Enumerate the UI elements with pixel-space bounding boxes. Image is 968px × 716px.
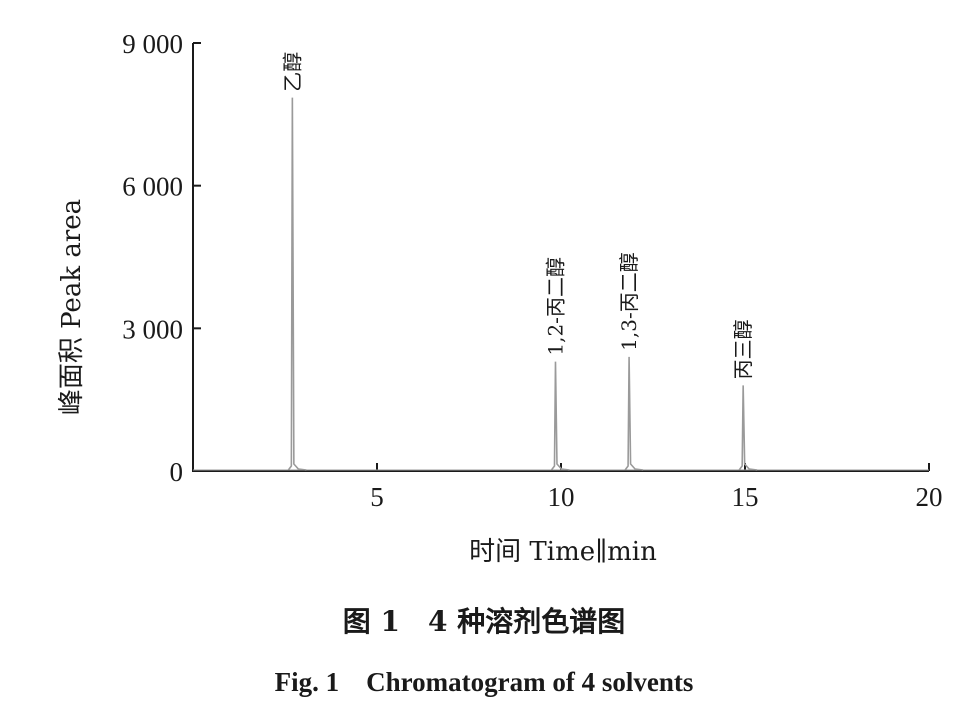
caption-chinese: 图 1 4 种溶剂色谱图 [342,605,626,638]
peak-label: 乙醇 [280,52,304,92]
peak [550,361,570,471]
x-tick-label: 10 [548,482,575,512]
peak-labels: 乙醇 1,2-丙二醇 1,3-丙二醇丙三醇 [280,52,755,380]
peak-label: 丙三醇 [731,319,755,379]
caption-english: Fig. 1 Chromatogram of 4 solvents [274,667,694,697]
chromatogram-chart: 0 3 000 6 000 9 000 5 10 15 20 乙醇 1,2-丙二醇 1,3-丙二醇… [57,29,943,567]
y-tick-label: 0 [170,457,184,487]
x-tick-label: 5 [370,482,384,512]
peak [287,97,307,471]
y-axis-title: 峰面积 Peak area [57,199,87,415]
y-tick-label: 6 000 [122,172,183,202]
ticks: 0 3 000 6 000 9 000 5 10 15 20 [122,29,942,512]
y-tick-label: 9 000 [122,29,183,59]
x-tick-label: 15 [732,482,759,512]
peak [738,385,758,471]
peak [624,356,644,471]
x-axis-title: 时间 Time∥min [469,537,657,567]
peak-label: 1,2-丙二醇 [543,257,567,356]
trace [193,97,929,471]
y-tick-label: 3 000 [122,314,183,344]
x-tick-label: 20 [916,482,943,512]
peak-label: 1,3-丙二醇 [617,252,641,351]
